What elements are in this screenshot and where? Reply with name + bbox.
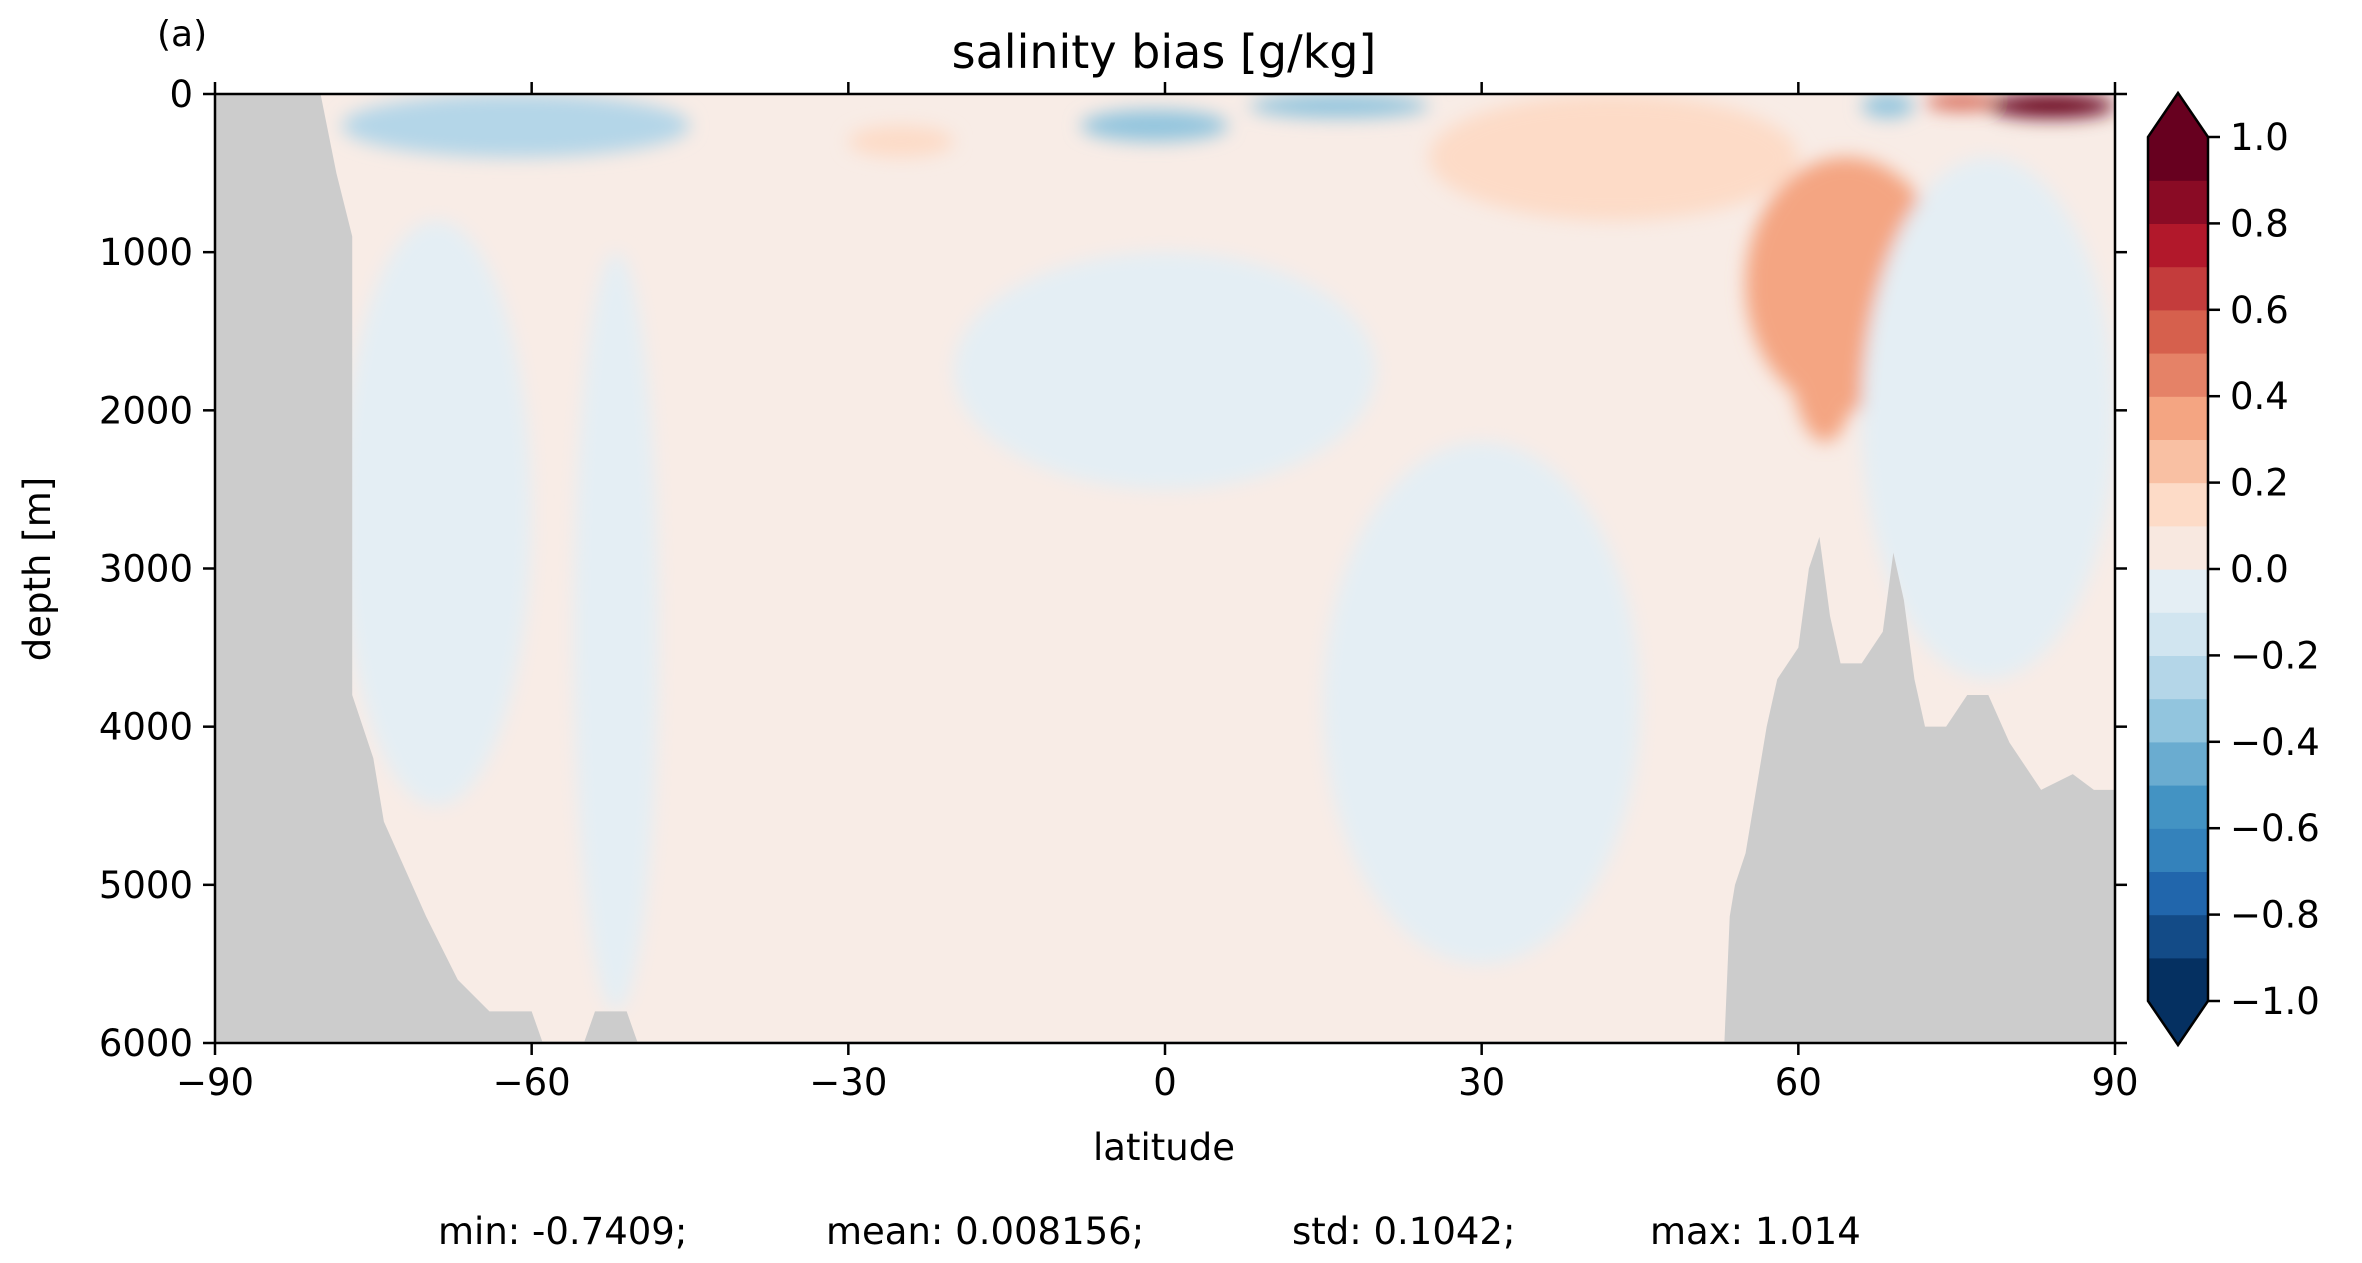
y-tick-label: 4000 [99,706,193,749]
y-tick-label: 5000 [99,864,193,907]
colorbar: 1.0 0.8 0.6 0.4 0.2 0.0 −0.2 −0.4 −0.6 −0.8 −1.0 [2146,90,2320,1048]
colorbar-segment [2148,569,2208,613]
colorbar-tick-label: 1.0 [2230,116,2289,159]
y-tick-label: 6000 [99,1022,193,1065]
y-tick-label: 0 [169,73,193,116]
bias-feature-9 [1925,94,1999,110]
bias-feature-2 [1080,109,1229,142]
x-axis-label: latitude [1093,1126,1235,1169]
colorbar-tick-label: −1.0 [2230,980,2320,1023]
colorbar-segment [2148,180,2208,224]
colorbar-segment [2148,785,2208,829]
colorbar-segment [2148,396,2208,440]
x-axis: −90 −60 −30 0 30 60 90 [176,82,2139,1104]
colorbar-segment [2148,137,2208,181]
colorbar-segment [2148,353,2208,397]
bias-field [341,94,2115,1012]
colorbar-extend-max [2148,93,2208,137]
y-tick-label: 3000 [99,548,193,591]
panel-label: (a) [157,14,207,55]
colorbar-segment [2148,612,2208,656]
colorbar-tick-label: −0.2 [2230,634,2320,677]
colorbar-segment [2148,655,2208,700]
bias-feature-5 [1428,94,1799,221]
colorbar-tick-label: 0.0 [2230,548,2289,591]
x-tick-label: 90 [2091,1061,2138,1104]
colorbar-segment [2148,439,2208,484]
x-tick-label: −90 [176,1061,254,1104]
plot-area [215,94,2115,1043]
bias-feature-13 [953,252,1377,490]
x-tick-label: 0 [1153,1061,1177,1104]
colorbar-tick-label: 0.2 [2230,462,2289,505]
colorbar-segment [2148,957,2208,1002]
stat-mean: mean: 0.008156; [826,1210,1144,1253]
stats-line: min: -0.7409; mean: 0.008156; std: 0.104… [438,1210,1861,1253]
x-tick-label: −60 [493,1061,571,1104]
colorbar-segment [2148,525,2208,570]
x-tick-label: 30 [1458,1061,1505,1104]
stat-min: min: -0.7409; [438,1210,687,1253]
x-tick-label: −30 [809,1061,887,1104]
bias-feature-1 [848,125,954,158]
bias-feature-12 [573,252,659,1012]
colorbar-segment [2148,914,2208,959]
colorbar-segment [2148,698,2208,743]
colorbar-tick-label: −0.8 [2230,894,2320,937]
bias-feature-3 [1249,94,1429,118]
colorbar-tick-label: 0.4 [2230,375,2289,418]
colorbar-tick-label: 0.6 [2230,289,2289,332]
y-axis-label: depth [m] [16,477,59,661]
colorbar-segment [2148,828,2208,872]
colorbar-segment [2148,266,2208,311]
bias-feature-15 [1861,157,2115,680]
y-axis: 0 1000 2000 3000 4000 5000 6000 [99,73,2127,1065]
bias-feature-8 [1861,94,1915,118]
colorbar-segment [2148,741,2208,786]
colorbar-segment [2148,309,2208,354]
bias-feature-14 [1323,441,1640,964]
stat-std: std: 0.1042; [1292,1210,1515,1253]
bias-feature-10 [1988,94,2115,118]
colorbar-tick-label: −0.6 [2230,807,2320,850]
y-tick-label: 2000 [99,389,193,432]
bias-feature-11 [341,220,532,806]
y-tick-label: 1000 [99,231,193,274]
x-tick-label: 60 [1775,1061,1822,1104]
stat-max: max: 1.014 [1650,1210,1861,1253]
bias-feature-7 [1787,220,1862,442]
colorbar-segment [2148,482,2208,527]
colorbar-tick-label: 0.8 [2230,202,2289,245]
bathymetry-land-mask [215,94,2115,1043]
colorbar-segment [2148,223,2208,268]
colorbar-extend-min [2148,1001,2208,1045]
colorbar-tick-label: −0.4 [2230,721,2320,764]
chart-title: salinity bias [g/kg] [952,25,1377,79]
colorbar-segment [2148,871,2208,916]
bias-feature-0 [341,94,690,158]
